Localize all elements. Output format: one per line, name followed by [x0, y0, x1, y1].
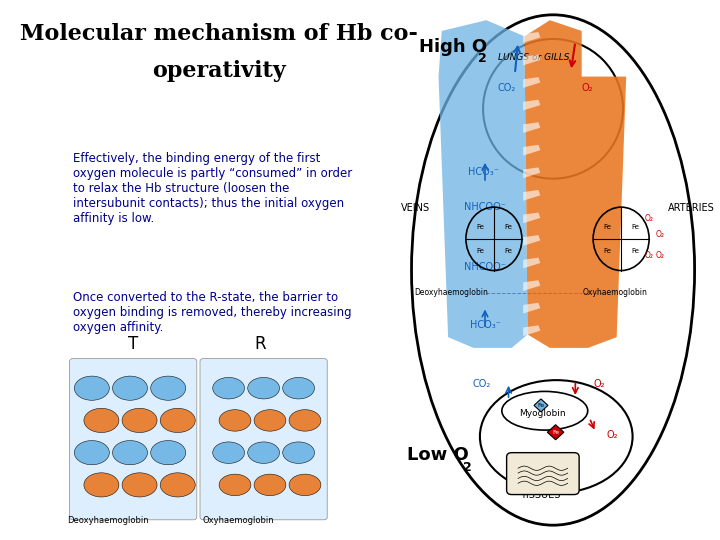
Text: Fe: Fe — [476, 248, 484, 254]
Text: CO₂: CO₂ — [498, 83, 516, 93]
Text: Effectively, the binding energy of the first
oxygen molecule is partly “consumed: Effectively, the binding energy of the f… — [73, 152, 352, 225]
Ellipse shape — [283, 377, 315, 399]
Text: O₂: O₂ — [656, 230, 665, 239]
Text: Once converted to the R-state, the barrier to
oxygen binding is removed, thereby: Once converted to the R-state, the barri… — [73, 292, 351, 334]
Polygon shape — [523, 145, 540, 156]
Ellipse shape — [212, 377, 245, 399]
Polygon shape — [523, 325, 540, 336]
Text: Fe: Fe — [476, 224, 484, 230]
Polygon shape — [523, 258, 540, 268]
Polygon shape — [534, 399, 548, 412]
Text: NHCOO⁻: NHCOO⁻ — [464, 262, 506, 272]
Ellipse shape — [161, 408, 195, 433]
Text: CO₂: CO₂ — [472, 379, 490, 389]
Text: O₂: O₂ — [594, 379, 606, 389]
Ellipse shape — [84, 408, 119, 433]
Text: Myoglobin: Myoglobin — [519, 409, 565, 418]
Polygon shape — [524, 20, 626, 348]
Polygon shape — [523, 235, 540, 246]
Text: Deoxyhaemoglobin: Deoxyhaemoglobin — [67, 516, 148, 525]
Ellipse shape — [112, 441, 148, 465]
Polygon shape — [523, 190, 540, 201]
Text: Fe: Fe — [603, 224, 611, 230]
Text: ARTERIES: ARTERIES — [667, 203, 714, 213]
Text: R: R — [255, 335, 266, 353]
Text: O₂: O₂ — [656, 251, 665, 260]
Ellipse shape — [283, 442, 315, 463]
Ellipse shape — [112, 376, 148, 400]
Ellipse shape — [219, 410, 251, 431]
Ellipse shape — [254, 474, 286, 496]
Text: TISSUES: TISSUES — [520, 490, 561, 500]
Text: Fe: Fe — [504, 224, 512, 230]
Polygon shape — [523, 280, 540, 291]
Text: Oxyhaemoglobin: Oxyhaemoglobin — [202, 516, 274, 525]
Text: Fe: Fe — [552, 430, 559, 435]
Text: HCO₃⁻: HCO₃⁻ — [468, 167, 498, 177]
Polygon shape — [523, 100, 540, 111]
Polygon shape — [523, 167, 540, 178]
Ellipse shape — [122, 408, 157, 433]
Text: Fe: Fe — [631, 248, 639, 254]
Ellipse shape — [289, 474, 321, 496]
Text: operativity: operativity — [152, 60, 286, 83]
Ellipse shape — [254, 410, 286, 431]
Ellipse shape — [74, 376, 109, 400]
Text: VEINS: VEINS — [401, 203, 431, 213]
Polygon shape — [547, 425, 564, 440]
Polygon shape — [523, 122, 540, 133]
Text: Low O: Low O — [407, 447, 469, 464]
FancyBboxPatch shape — [70, 359, 197, 520]
Text: NHCOO⁻: NHCOO⁻ — [464, 201, 506, 212]
Polygon shape — [523, 303, 540, 314]
Text: T: T — [128, 335, 138, 353]
Ellipse shape — [289, 410, 321, 431]
Polygon shape — [523, 32, 540, 43]
Text: O₂: O₂ — [644, 214, 654, 222]
Polygon shape — [523, 213, 540, 223]
Polygon shape — [523, 55, 540, 65]
Text: Molecular mechanism of Hb co-: Molecular mechanism of Hb co- — [20, 23, 418, 45]
Text: LUNGS or GILLS: LUNGS or GILLS — [498, 53, 570, 62]
Text: Deoxyhaemoglobin: Deoxyhaemoglobin — [414, 288, 488, 297]
FancyBboxPatch shape — [200, 359, 327, 520]
Ellipse shape — [74, 441, 109, 465]
Ellipse shape — [212, 442, 245, 463]
Text: HCO₃⁻: HCO₃⁻ — [469, 320, 500, 330]
FancyBboxPatch shape — [507, 453, 579, 495]
Text: Oxyhaemoglobin: Oxyhaemoglobin — [582, 288, 647, 297]
Text: 2: 2 — [478, 52, 487, 65]
Ellipse shape — [150, 441, 186, 465]
Text: O₂: O₂ — [581, 83, 593, 93]
Text: High O: High O — [420, 38, 487, 56]
Text: O₂: O₂ — [606, 430, 618, 441]
Text: Fe: Fe — [631, 224, 639, 230]
Ellipse shape — [248, 377, 279, 399]
Ellipse shape — [150, 376, 186, 400]
Text: 2: 2 — [463, 461, 472, 474]
Ellipse shape — [84, 473, 119, 497]
Text: Fe: Fe — [603, 248, 611, 254]
Text: Fe: Fe — [537, 403, 544, 408]
Ellipse shape — [122, 473, 157, 497]
Text: O₂: O₂ — [644, 251, 654, 260]
Polygon shape — [438, 20, 528, 348]
Ellipse shape — [161, 473, 195, 497]
Ellipse shape — [248, 442, 279, 463]
Polygon shape — [523, 77, 540, 88]
Ellipse shape — [219, 474, 251, 496]
Text: Fe: Fe — [504, 248, 512, 254]
